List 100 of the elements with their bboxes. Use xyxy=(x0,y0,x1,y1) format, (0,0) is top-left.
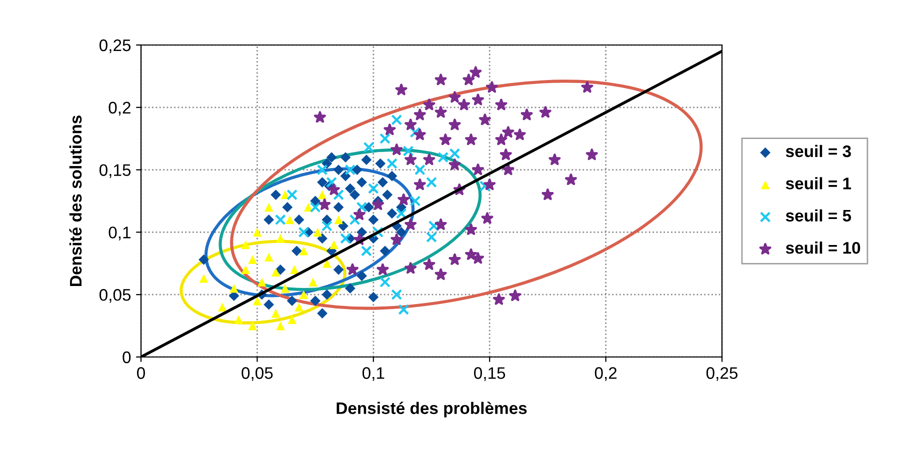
point xyxy=(352,164,362,175)
point xyxy=(288,315,296,324)
point xyxy=(310,202,321,213)
point xyxy=(294,302,304,312)
point xyxy=(264,202,274,212)
point xyxy=(264,299,274,310)
x-tick-label: 0,1 xyxy=(362,367,384,381)
point xyxy=(276,321,285,330)
legend-label: seuil = 1 xyxy=(786,177,852,190)
y-tick-label: 0,25 xyxy=(99,39,131,54)
point xyxy=(326,152,337,163)
y-tick-label: 0,2 xyxy=(108,102,130,116)
point xyxy=(308,278,318,287)
point xyxy=(274,214,286,226)
point xyxy=(248,255,257,264)
point xyxy=(290,265,299,274)
point xyxy=(391,114,402,126)
point xyxy=(241,240,250,250)
point xyxy=(292,246,302,256)
point xyxy=(304,202,313,212)
point xyxy=(334,215,343,224)
point xyxy=(294,214,304,225)
point xyxy=(350,190,360,200)
point xyxy=(333,189,344,200)
point xyxy=(252,228,262,237)
point xyxy=(426,232,437,243)
point xyxy=(275,264,286,275)
point xyxy=(378,177,388,188)
point xyxy=(426,176,437,188)
point xyxy=(438,152,449,163)
point xyxy=(317,308,328,319)
point xyxy=(333,264,344,275)
y-axis-title: Densité des solutions xyxy=(69,116,82,286)
point xyxy=(317,233,328,244)
point xyxy=(360,245,372,256)
point xyxy=(286,296,298,306)
point xyxy=(391,289,402,300)
x-axis-title: Densisté des problèmes xyxy=(336,402,527,418)
point xyxy=(356,270,367,282)
point xyxy=(285,215,294,224)
point xyxy=(234,315,243,324)
point xyxy=(280,190,290,200)
x-tick-label: 0,2 xyxy=(594,367,617,381)
point xyxy=(410,196,421,206)
point xyxy=(318,190,327,200)
point xyxy=(410,126,421,138)
point xyxy=(264,214,274,225)
y-tick-label: 0 xyxy=(122,351,131,364)
point xyxy=(382,190,393,200)
point xyxy=(333,202,344,212)
point xyxy=(280,284,290,293)
point xyxy=(317,177,328,188)
point xyxy=(321,220,332,232)
point xyxy=(257,278,266,287)
point xyxy=(398,304,410,316)
point xyxy=(340,232,352,244)
point xyxy=(402,146,414,157)
point xyxy=(270,190,281,200)
point xyxy=(344,183,356,194)
point xyxy=(298,226,310,238)
point xyxy=(241,265,250,274)
point xyxy=(428,220,440,232)
point xyxy=(271,308,280,318)
legend-label: seuil = 3 xyxy=(786,144,851,158)
point xyxy=(299,246,308,256)
point xyxy=(276,234,285,243)
x-tick-label: 0,05 xyxy=(242,367,273,381)
point xyxy=(356,202,368,213)
x-tick-label: 0,25 xyxy=(706,367,738,381)
point xyxy=(198,254,209,265)
x-tick-label: 0 xyxy=(137,367,145,379)
point xyxy=(299,290,308,299)
point xyxy=(479,180,490,192)
point xyxy=(380,276,391,288)
point xyxy=(386,170,398,182)
point xyxy=(322,214,332,225)
y-tick-label: 0,05 xyxy=(99,289,131,303)
point xyxy=(322,259,332,268)
point xyxy=(310,296,320,306)
x-tick-label: 0,15 xyxy=(474,367,506,381)
point xyxy=(380,133,391,144)
point xyxy=(368,292,379,302)
point xyxy=(364,202,374,212)
point xyxy=(414,164,426,176)
point xyxy=(199,274,208,283)
point xyxy=(363,142,374,153)
point xyxy=(326,176,338,188)
point xyxy=(386,158,398,170)
legend-label: seuil = 5 xyxy=(786,209,852,222)
point xyxy=(375,158,386,169)
point xyxy=(338,220,348,232)
point xyxy=(322,289,332,300)
point xyxy=(396,208,407,219)
point xyxy=(313,228,322,237)
point xyxy=(380,246,390,256)
point xyxy=(282,202,293,212)
point xyxy=(356,177,367,188)
point xyxy=(344,164,356,176)
point xyxy=(344,283,356,294)
y-tick-label: 0,1 xyxy=(108,226,130,240)
